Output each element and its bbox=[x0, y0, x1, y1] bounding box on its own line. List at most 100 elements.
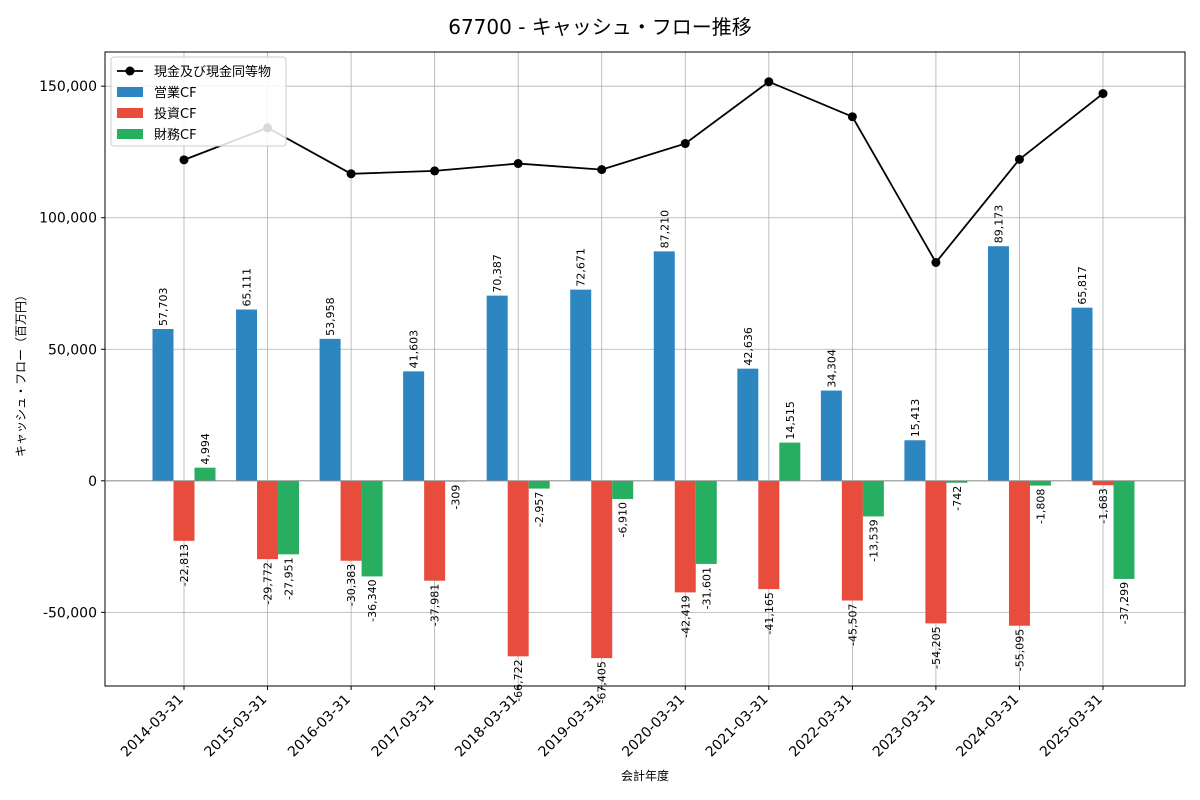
value-label-2-6: -31,601 bbox=[700, 567, 713, 609]
y-tick-label: 150,000 bbox=[39, 79, 97, 95]
bar-0-9 bbox=[904, 440, 926, 481]
bar-1-10 bbox=[1008, 480, 1030, 626]
value-label-0-3: 41,603 bbox=[408, 330, 421, 369]
y-axis-label: キャッシュ・フロー（百万円） bbox=[14, 289, 28, 457]
bars bbox=[152, 246, 1135, 659]
legend-label-3: 財務CF bbox=[154, 128, 197, 143]
cash-point-4 bbox=[513, 159, 523, 169]
bar-2-7 bbox=[779, 442, 801, 481]
bar-0-6 bbox=[653, 251, 675, 481]
value-label-2-0: 4,994 bbox=[199, 433, 212, 465]
value-label-1-3: -37,981 bbox=[429, 584, 442, 626]
value-label-0-7: 42,636 bbox=[742, 327, 755, 366]
x-tick-label: 2014-03-31 bbox=[118, 692, 187, 761]
value-label-1-6: -42,419 bbox=[679, 595, 692, 637]
cash-point-5 bbox=[597, 165, 607, 175]
bar-2-6 bbox=[695, 480, 717, 564]
value-label-1-2: -30,383 bbox=[345, 564, 358, 606]
x-tick-label: 2022-03-31 bbox=[786, 692, 855, 761]
x-tick-label: 2023-03-31 bbox=[870, 692, 939, 761]
value-label-1-8: -45,507 bbox=[846, 604, 859, 646]
value-label-0-9: 15,413 bbox=[909, 399, 922, 438]
bar-2-4 bbox=[528, 480, 550, 489]
value-label-2-11: -37,299 bbox=[1118, 582, 1131, 624]
value-label-0-4: 70,387 bbox=[491, 254, 504, 293]
y-tick-label: 100,000 bbox=[39, 211, 97, 227]
legend-swatch-3 bbox=[117, 129, 143, 139]
value-label-0-6: 87,210 bbox=[658, 210, 671, 249]
x-tick-label: 2020-03-31 bbox=[619, 692, 688, 761]
x-tick-label: 2019-03-31 bbox=[536, 692, 605, 761]
cash-point-8 bbox=[847, 112, 857, 122]
value-label-0-8: 34,304 bbox=[825, 349, 838, 388]
bar-1-4 bbox=[507, 480, 529, 657]
bar-1-7 bbox=[758, 480, 780, 590]
bar-0-0 bbox=[152, 329, 174, 481]
value-label-0-0: 57,703 bbox=[157, 288, 170, 327]
bar-2-2 bbox=[361, 480, 383, 577]
bar-0-1 bbox=[236, 309, 258, 481]
bar-0-10 bbox=[987, 246, 1009, 481]
legend-label-2: 投資CF bbox=[154, 106, 197, 122]
value-label-2-4: -2,957 bbox=[533, 492, 546, 527]
value-label-0-5: 72,671 bbox=[575, 248, 588, 287]
bar-2-8 bbox=[862, 480, 884, 517]
bar-1-8 bbox=[841, 480, 863, 601]
value-label-0-1: 65,111 bbox=[241, 268, 254, 307]
value-label-2-2: -36,340 bbox=[366, 579, 379, 621]
value-label-1-1: -29,772 bbox=[262, 562, 275, 604]
cash-point-11 bbox=[1098, 89, 1108, 99]
x-tick-label: 2025-03-31 bbox=[1037, 692, 1106, 761]
legend-label-1: 営業CF bbox=[154, 85, 197, 101]
cash-point-2 bbox=[346, 169, 356, 179]
legend-swatch-2 bbox=[117, 108, 143, 118]
y-tick-label: -50,000 bbox=[43, 605, 97, 621]
x-tick-label: 2024-03-31 bbox=[953, 692, 1022, 761]
value-label-0-10: 89,173 bbox=[992, 205, 1005, 244]
bar-1-5 bbox=[591, 480, 613, 659]
bar-1-6 bbox=[674, 480, 696, 593]
bar-1-3 bbox=[424, 480, 446, 581]
value-label-1-4: -66,722 bbox=[512, 659, 525, 701]
cash-point-3 bbox=[430, 166, 440, 176]
bar-0-11 bbox=[1071, 307, 1093, 481]
value-label-1-5: -67,405 bbox=[596, 661, 609, 703]
plot-area-frame bbox=[104, 51, 1186, 687]
cash-line bbox=[179, 77, 1108, 267]
y-tick-label: 50,000 bbox=[48, 342, 97, 358]
cash-polyline bbox=[183, 80, 1104, 265]
bar-1-1 bbox=[257, 480, 279, 560]
value-label-1-11: -1,683 bbox=[1097, 488, 1110, 523]
chart-title: 67700 - キャッシュ・フロー推移 bbox=[448, 15, 752, 39]
legend-label-0: 現金及び現金同等物 bbox=[154, 64, 271, 80]
data-labels: 57,703 65,111 53,958 41,603 70,387 72,671 87,2… bbox=[157, 205, 1131, 704]
value-label-0-11: 65,817 bbox=[1076, 266, 1089, 305]
cash-point-6 bbox=[680, 139, 690, 149]
value-label-2-9: -742 bbox=[951, 486, 964, 511]
x-tick-label: 2021-03-31 bbox=[703, 692, 772, 761]
value-label-2-3: -309 bbox=[450, 485, 463, 510]
bar-2-1 bbox=[278, 480, 300, 555]
value-label-2-1: -27,951 bbox=[283, 557, 296, 599]
cash-point-0 bbox=[179, 155, 189, 165]
x-axis-label: 会計年度 bbox=[621, 768, 669, 783]
value-label-1-9: -54,205 bbox=[930, 626, 943, 668]
value-label-2-7: 14,515 bbox=[784, 401, 797, 440]
value-label-0-2: 53,958 bbox=[324, 297, 337, 336]
cash-point-7 bbox=[764, 77, 774, 87]
value-label-2-5: -6,910 bbox=[617, 502, 630, 537]
bar-2-3 bbox=[445, 480, 467, 482]
bar-2-11 bbox=[1113, 480, 1135, 579]
bar-0-3 bbox=[403, 371, 425, 481]
bar-1-2 bbox=[340, 480, 362, 561]
cash-point-9 bbox=[931, 257, 941, 267]
bar-1-11 bbox=[1092, 480, 1114, 486]
x-tick-label: 2017-03-31 bbox=[369, 692, 438, 761]
legend-box bbox=[110, 56, 287, 147]
bar-0-4 bbox=[486, 295, 508, 481]
value-label-1-10: -55,095 bbox=[1013, 629, 1026, 671]
cash-point-10 bbox=[1014, 154, 1024, 164]
value-label-1-0: -22,813 bbox=[178, 544, 191, 586]
